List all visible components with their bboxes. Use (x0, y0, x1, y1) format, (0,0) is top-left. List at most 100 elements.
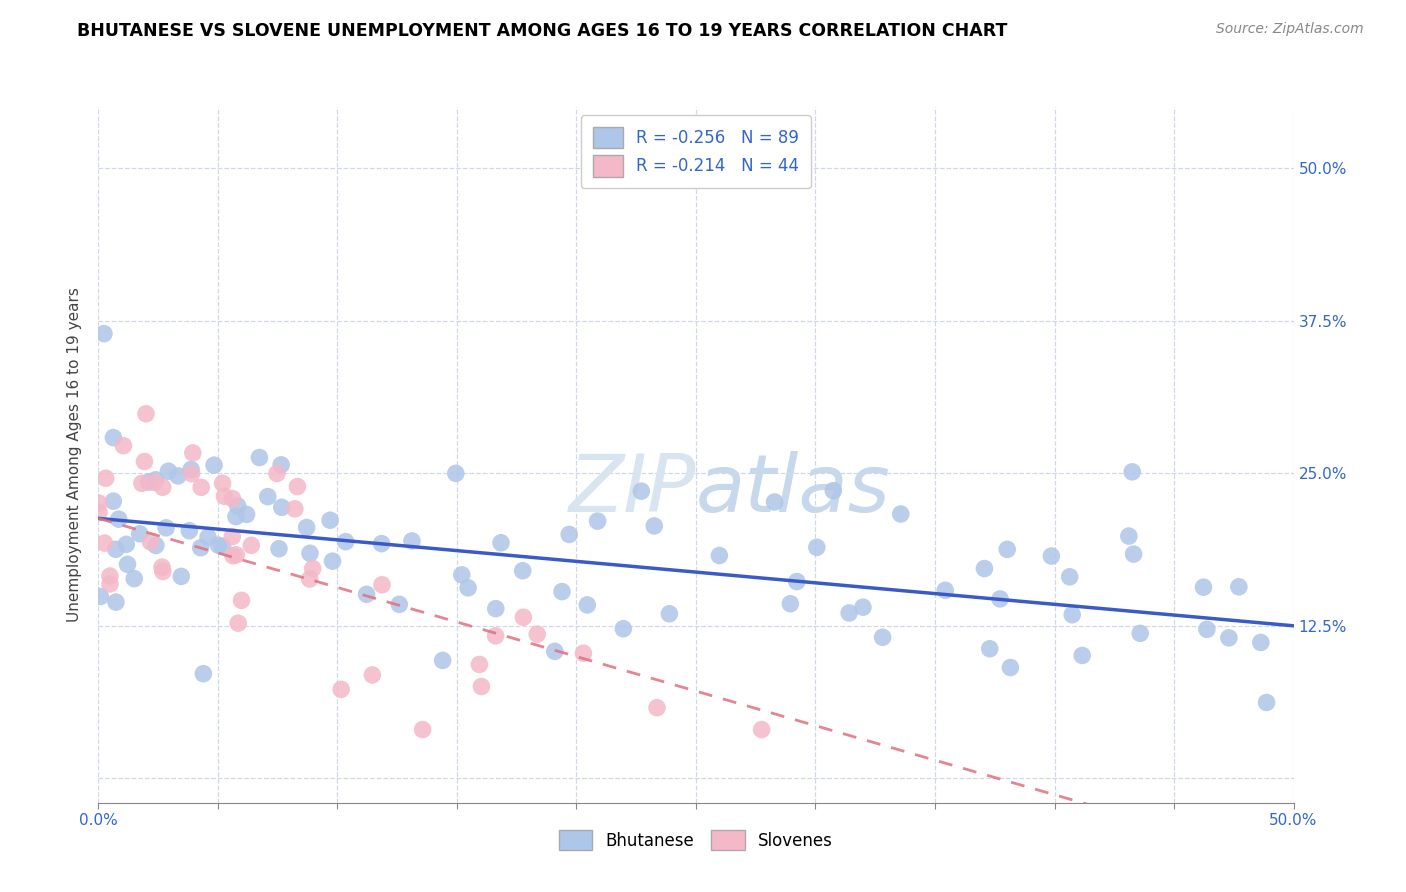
Point (484, 629, 506, 643)
Point (181, 446, 204, 460)
Point (763, 495, 786, 509)
Point (973, 561, 995, 575)
Point (361, 668, 384, 682)
Point (1040, 549, 1063, 563)
Point (214, 489, 236, 503)
Point (1118, 529, 1140, 543)
Point (152, 480, 174, 494)
Point (838, 606, 860, 620)
Point (131, 476, 153, 491)
Point (122, 572, 145, 586)
Point (1218, 631, 1240, 645)
Text: ZIP: ZIP (568, 450, 696, 529)
Point (1059, 570, 1081, 584)
Point (170, 569, 193, 583)
Point (143, 475, 166, 490)
Point (301, 561, 323, 575)
Point (270, 458, 292, 472)
Point (485, 601, 508, 615)
Text: BHUTANESE VS SLOVENE UNEMPLOYMENT AMONG AGES 16 TO 19 YEARS CORRELATION CHART: BHUTANESE VS SLOVENE UNEMPLOYMENT AMONG … (77, 22, 1008, 40)
Point (779, 597, 801, 611)
Point (356, 587, 378, 601)
Point (643, 519, 665, 533)
Point (551, 584, 574, 599)
Point (401, 533, 423, 548)
Point (319, 513, 342, 527)
Point (489, 535, 512, 549)
Point (135, 407, 157, 421)
Point (93, 536, 115, 550)
Point (134, 454, 156, 468)
Text: Source: ZipAtlas.com: Source: ZipAtlas.com (1216, 22, 1364, 37)
Point (1250, 635, 1272, 649)
Point (432, 653, 454, 667)
Point (157, 464, 180, 478)
Point (107, 512, 129, 526)
Point (450, 567, 472, 582)
Point (138, 475, 160, 489)
Point (658, 607, 681, 621)
Point (145, 538, 167, 552)
Point (249, 450, 271, 465)
Point (98, 577, 121, 591)
Point (179, 524, 201, 538)
Point (167, 469, 190, 483)
Point (335, 534, 357, 549)
Point (1256, 696, 1278, 710)
Point (751, 723, 773, 737)
Point (211, 476, 233, 491)
Point (872, 630, 894, 644)
Point (235, 508, 257, 522)
Point (988, 591, 1011, 606)
Point (145, 473, 167, 487)
Point (180, 467, 202, 481)
Point (1000, 660, 1022, 674)
Point (1195, 623, 1218, 637)
Point (979, 641, 1001, 656)
Point (576, 598, 599, 612)
Point (370, 536, 392, 550)
Point (371, 578, 394, 592)
Point (645, 700, 668, 714)
Point (295, 520, 318, 534)
Text: atlas: atlas (696, 450, 891, 529)
Point (93, 326, 115, 341)
Point (221, 491, 243, 506)
Point (526, 627, 548, 641)
Point (98, 569, 121, 583)
Point (995, 542, 1018, 557)
Point (852, 600, 875, 615)
Point (1227, 580, 1250, 594)
Point (934, 583, 956, 598)
Point (1121, 465, 1143, 479)
Point (270, 500, 292, 515)
Point (225, 548, 247, 562)
Point (586, 514, 609, 528)
Point (470, 680, 492, 694)
Point (298, 572, 321, 586)
Point (388, 598, 411, 612)
Point (330, 682, 353, 697)
Point (226, 499, 249, 513)
Point (180, 462, 202, 476)
Point (155, 521, 177, 535)
Point (128, 526, 150, 541)
Point (112, 439, 135, 453)
Point (139, 534, 162, 549)
Point (287, 479, 309, 493)
Point (150, 560, 173, 574)
Point (709, 549, 731, 563)
Y-axis label: Unemployment Among Ages 16 to 19 years: Unemployment Among Ages 16 to 19 years (67, 287, 83, 623)
Point (457, 581, 479, 595)
Point (225, 509, 247, 524)
Point (211, 540, 233, 554)
Point (190, 480, 212, 494)
Point (321, 554, 343, 568)
Point (1071, 648, 1094, 663)
Point (558, 527, 581, 541)
Point (152, 565, 174, 579)
Point (823, 483, 845, 498)
Point (512, 610, 534, 624)
Point (412, 723, 434, 737)
Point (444, 467, 467, 481)
